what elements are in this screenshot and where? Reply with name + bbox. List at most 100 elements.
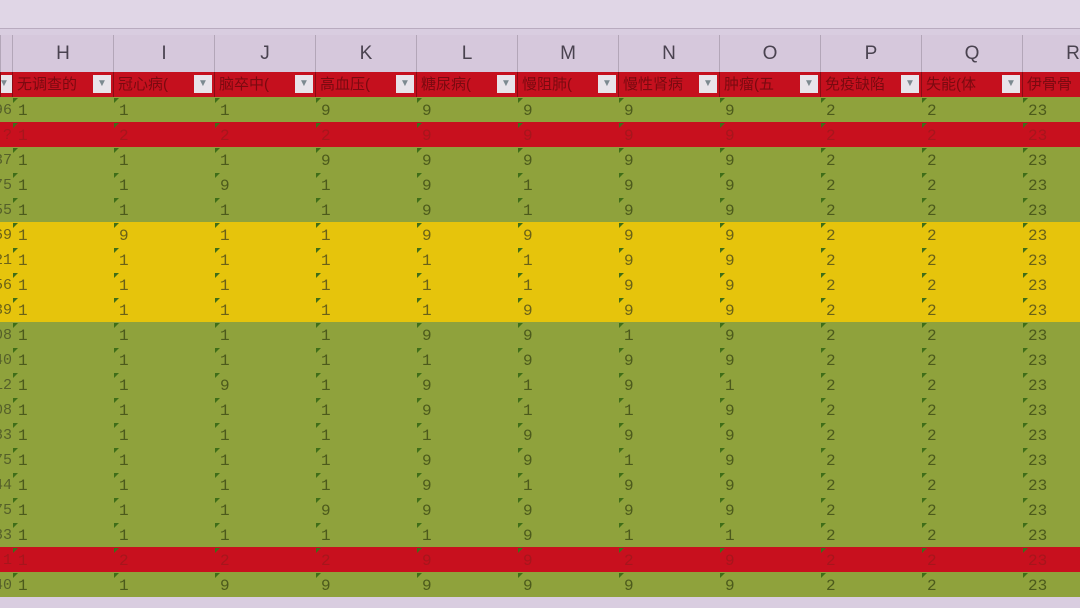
table-cell[interactable]: 9 (719, 197, 820, 222)
table-cell[interactable]: 1 (214, 222, 315, 247)
table-cell[interactable]: 2 (820, 572, 921, 597)
table-cell[interactable]: 23 (1022, 472, 1080, 497)
table-cell[interactable]: 55 (0, 202, 12, 219)
table-cell[interactable]: 1 (12, 447, 113, 472)
table-cell[interactable]: 1 (416, 297, 517, 322)
table-cell[interactable]: 9 (618, 572, 719, 597)
filter-dropdown-icon[interactable]: ▼ (1, 75, 12, 93)
table-cell[interactable]: 2 (820, 172, 921, 197)
column-header-i[interactable]: I (113, 35, 214, 72)
column-header-r[interactable]: R (1022, 35, 1080, 72)
table-cell[interactable]: 9 (618, 422, 719, 447)
table-cell[interactable]: 9 (618, 222, 719, 247)
table-cell[interactable]: 1 (416, 247, 517, 272)
column-header-g[interactable] (0, 35, 12, 72)
table-cell[interactable]: 2 (214, 547, 315, 572)
table-cell[interactable]: 9 (618, 197, 719, 222)
table-cell[interactable]: 2 (921, 397, 1022, 422)
column-header-p[interactable]: P (820, 35, 921, 72)
table-cell[interactable]: 1 (12, 522, 113, 547)
table-cell[interactable]: 23 (1022, 422, 1080, 447)
table-cell[interactable]: 2 (921, 422, 1022, 447)
table-cell[interactable]: 9 (719, 397, 820, 422)
table-cell[interactable]: 1 (113, 347, 214, 372)
table-cell[interactable]: 1 (517, 172, 618, 197)
table-cell[interactable]: 1 (517, 272, 618, 297)
table-cell[interactable]: 1 (12, 147, 113, 172)
table-cell[interactable]: 2 (820, 222, 921, 247)
column-header-k[interactable]: K (315, 35, 416, 72)
table-cell[interactable]: 9 (719, 97, 820, 122)
table-cell[interactable]: 9 (517, 222, 618, 247)
table-cell[interactable]: 9 (719, 147, 820, 172)
table-cell[interactable]: 9 (618, 497, 719, 522)
table-cell[interactable]: 9 (719, 222, 820, 247)
filter-dropdown-icon[interactable]: ▼ (93, 75, 111, 93)
table-cell[interactable]: 08 (0, 327, 12, 344)
table-cell[interactable]: 9 (416, 222, 517, 247)
filter-dropdown-icon[interactable]: ▼ (598, 75, 616, 93)
table-cell[interactable]: 9 (416, 322, 517, 347)
table-cell[interactable]: 1 (113, 197, 214, 222)
table-cell[interactable]: 1 (719, 372, 820, 397)
filter-dropdown-icon[interactable]: ▼ (396, 75, 414, 93)
table-cell[interactable]: 9 (214, 172, 315, 197)
table-cell[interactable]: 1 (113, 272, 214, 297)
table-cell[interactable]: 9 (719, 472, 820, 497)
table-cell[interactable]: 44 (0, 477, 12, 494)
table-cell[interactable]: 23 (1022, 497, 1080, 522)
table-cell[interactable]: 1 (214, 297, 315, 322)
table-cell[interactable]: 2 (820, 272, 921, 297)
table-cell[interactable]: 1 (113, 147, 214, 172)
table-cell[interactable]: 1 (214, 447, 315, 472)
table-cell[interactable]: 1 (113, 172, 214, 197)
table-cell[interactable]: 1 (214, 247, 315, 272)
table-cell[interactable]: 2 (618, 547, 719, 572)
table-cell[interactable]: 9 (719, 497, 820, 522)
table-cell[interactable]: 23 (1022, 572, 1080, 597)
table-cell[interactable]: 1 (315, 422, 416, 447)
table-cell[interactable]: 9 (416, 447, 517, 472)
table-cell[interactable]: 2 (921, 572, 1022, 597)
table-cell[interactable]: 9 (517, 97, 618, 122)
table-cell[interactable]: 2 (820, 397, 921, 422)
table-cell[interactable]: 9 (416, 472, 517, 497)
table-cell[interactable]: 9 (517, 322, 618, 347)
table-cell[interactable]: 1 (12, 397, 113, 422)
table-cell[interactable]: 2 (820, 197, 921, 222)
column-header-o[interactable]: O (719, 35, 820, 72)
table-cell[interactable]: 23 (1022, 397, 1080, 422)
table-cell[interactable]: 9 (517, 147, 618, 172)
table-cell[interactable]: 23 (1022, 547, 1080, 572)
table-cell[interactable]: 1 (12, 272, 113, 297)
table-cell[interactable]: 1 (214, 472, 315, 497)
table-cell[interactable]: 1 (315, 397, 416, 422)
table-cell[interactable]: 1 (517, 397, 618, 422)
table-cell[interactable]: 23 (1022, 247, 1080, 272)
table-cell[interactable]: 23 (1022, 347, 1080, 372)
table-cell[interactable]: 75 (0, 452, 12, 469)
table-cell[interactable]: 2 (214, 122, 315, 147)
table-cell[interactable]: 23 (1022, 222, 1080, 247)
table-cell[interactable]: 40 (0, 577, 12, 594)
table-cell[interactable]: 23 (1022, 272, 1080, 297)
table-cell[interactable]: 2 (820, 472, 921, 497)
table-cell[interactable]: 1 (113, 522, 214, 547)
table-cell[interactable]: 9 (719, 272, 820, 297)
table-cell[interactable]: 9 (416, 97, 517, 122)
table-cell[interactable]: 69 (0, 227, 12, 244)
table-cell[interactable]: 2 (113, 122, 214, 147)
table-cell[interactable]: 2 (921, 197, 1022, 222)
table-cell[interactable]: 2 (921, 322, 1022, 347)
table-cell[interactable]: 9 (315, 97, 416, 122)
filter-dropdown-icon[interactable]: ▼ (699, 75, 717, 93)
table-cell[interactable]: 1 (214, 422, 315, 447)
table-cell[interactable]: 2 (921, 347, 1022, 372)
table-cell[interactable]: 1 (315, 197, 416, 222)
table-cell[interactable]: 23 (1022, 522, 1080, 547)
table-cell[interactable]: 9 (416, 147, 517, 172)
table-cell[interactable]: 1 (315, 222, 416, 247)
table-cell[interactable]: 9 (618, 372, 719, 397)
table-cell[interactable]: 9 (719, 322, 820, 347)
table-cell[interactable]: 1 (315, 372, 416, 397)
